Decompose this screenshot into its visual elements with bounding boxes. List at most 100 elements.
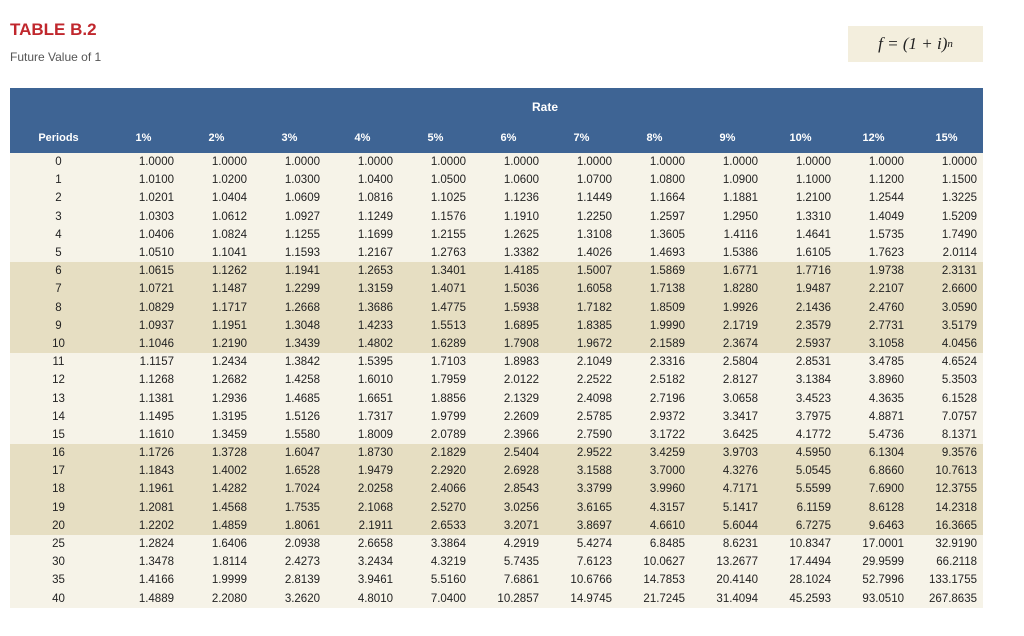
period-cell: 7 [10, 280, 107, 299]
value-cell: 1.5869 [618, 262, 691, 281]
value-cell: 1.3225 [910, 189, 983, 208]
formula-base: f = (1 + i) [878, 34, 948, 53]
value-cell: 1.4185 [472, 262, 545, 281]
value-cell: 1.0000 [910, 153, 983, 172]
value-cell: 1.0721 [107, 280, 180, 299]
period-cell: 30 [10, 553, 107, 572]
value-cell: 3.7000 [618, 462, 691, 481]
value-cell: 1.0816 [326, 189, 399, 208]
column-header: 6% [472, 123, 545, 153]
value-cell: 1.1236 [472, 189, 545, 208]
value-cell: 2.3579 [764, 316, 837, 335]
value-cell: 1.2950 [691, 207, 764, 226]
value-cell: 3.3799 [545, 480, 618, 499]
value-cell: 13.2677 [691, 553, 764, 572]
value-cell: 1.7024 [253, 480, 326, 499]
value-cell: 2.0122 [472, 371, 545, 390]
value-cell: 1.4889 [107, 589, 180, 608]
value-cell: 1.1262 [180, 262, 253, 281]
value-cell: 3.4259 [618, 444, 691, 463]
value-cell: 2.6928 [472, 462, 545, 481]
table-row: 18 1.1961 1.4282 1.7024 2.0258 2.4066 2.8543 3.… [10, 480, 983, 499]
table-row: 30 1.3478 1.8114 2.4273 3.2434 4.3219 5.7435 7.… [10, 553, 983, 572]
value-cell: 1.1255 [253, 225, 326, 244]
value-cell: 3.8697 [545, 516, 618, 535]
period-cell: 16 [10, 444, 107, 463]
value-cell: 1.7623 [837, 243, 910, 263]
value-cell: 1.5513 [399, 316, 472, 335]
value-cell: 1.1717 [180, 298, 253, 317]
value-cell: 1.1025 [399, 189, 472, 208]
value-cell: 1.7103 [399, 353, 472, 372]
value-cell: 1.7535 [253, 498, 326, 517]
value-cell: 1.2100 [764, 189, 837, 208]
value-cell: 10.2857 [472, 589, 545, 608]
value-cell: 2.9522 [545, 444, 618, 463]
value-cell: 1.2936 [180, 389, 253, 408]
value-cell: 1.6058 [545, 280, 618, 299]
column-header: 10% [764, 123, 837, 153]
value-cell: 4.3157 [618, 498, 691, 517]
table-row: 20 1.2202 1.4859 1.8061 2.1911 2.6533 3.2071 3.… [10, 516, 983, 535]
value-cell: 1.0303 [107, 207, 180, 226]
value-cell: 1.0937 [107, 316, 180, 335]
value-cell: 7.0400 [399, 589, 472, 608]
value-cell: 6.1528 [910, 389, 983, 408]
value-cell: 7.6123 [545, 553, 618, 572]
value-cell: 3.9703 [691, 444, 764, 463]
value-cell: 4.5950 [764, 444, 837, 463]
value-cell: 2.0258 [326, 480, 399, 499]
value-cell: 1.1495 [107, 407, 180, 426]
value-cell: 28.1024 [764, 571, 837, 590]
value-cell: 1.0615 [107, 262, 180, 281]
table-row: 4 1.0406 1.0824 1.1255 1.1699 1.2155 1.2625 1.3… [10, 225, 983, 244]
value-cell: 1.7908 [472, 334, 545, 354]
value-cell: 1.3686 [326, 298, 399, 317]
value-cell: 1.5938 [472, 298, 545, 317]
value-cell: 1.7959 [399, 371, 472, 390]
value-cell: 1.0000 [764, 153, 837, 172]
value-cell: 1.3382 [472, 243, 545, 263]
value-cell: 1.2155 [399, 225, 472, 244]
value-cell: 1.1951 [180, 316, 253, 335]
period-cell: 35 [10, 571, 107, 590]
value-cell: 2.8543 [472, 480, 545, 499]
value-cell: 1.2167 [326, 243, 399, 263]
value-cell: 1.1881 [691, 189, 764, 208]
value-cell: 1.4568 [180, 498, 253, 517]
value-cell: 2.6533 [399, 516, 472, 535]
value-cell: 2.3316 [618, 353, 691, 372]
value-cell: 1.1041 [180, 243, 253, 263]
value-cell: 4.0456 [910, 334, 983, 354]
value-cell: 2.7196 [618, 389, 691, 408]
value-cell: 1.1961 [107, 480, 180, 499]
value-cell: 5.3503 [910, 371, 983, 390]
value-cell: 3.2434 [326, 553, 399, 572]
value-cell: 1.3048 [253, 316, 326, 335]
value-cell: 1.4071 [399, 280, 472, 299]
value-cell: 1.1576 [399, 207, 472, 226]
header-blank [10, 88, 107, 123]
value-cell: 4.3276 [691, 462, 764, 481]
value-cell: 1.0000 [618, 153, 691, 172]
value-cell: 1.0000 [253, 153, 326, 172]
value-cell: 3.4523 [764, 389, 837, 408]
value-cell: 1.4049 [837, 207, 910, 226]
value-cell: 1.0200 [180, 171, 253, 190]
value-cell: 1.2653 [326, 262, 399, 281]
value-cell: 21.7245 [618, 589, 691, 608]
value-cell: 16.3665 [910, 516, 983, 535]
value-cell: 1.0406 [107, 225, 180, 244]
table-row: 6 1.0615 1.1262 1.1941 1.2653 1.3401 1.4185 1.5… [10, 262, 983, 281]
value-cell: 1.7182 [545, 298, 618, 317]
value-cell: 2.7590 [545, 425, 618, 444]
table-row: 40 1.4889 2.2080 3.2620 4.8010 7.0400 10.2857 1… [10, 589, 983, 608]
value-cell: 1.0201 [107, 189, 180, 208]
value-cell: 1.1664 [618, 189, 691, 208]
value-cell: 1.9738 [837, 262, 910, 281]
value-cell: 1.4026 [545, 243, 618, 263]
value-cell: 7.6861 [472, 571, 545, 590]
period-cell: 4 [10, 225, 107, 244]
value-cell: 17.0001 [837, 534, 910, 554]
value-cell: 1.1157 [107, 353, 180, 372]
